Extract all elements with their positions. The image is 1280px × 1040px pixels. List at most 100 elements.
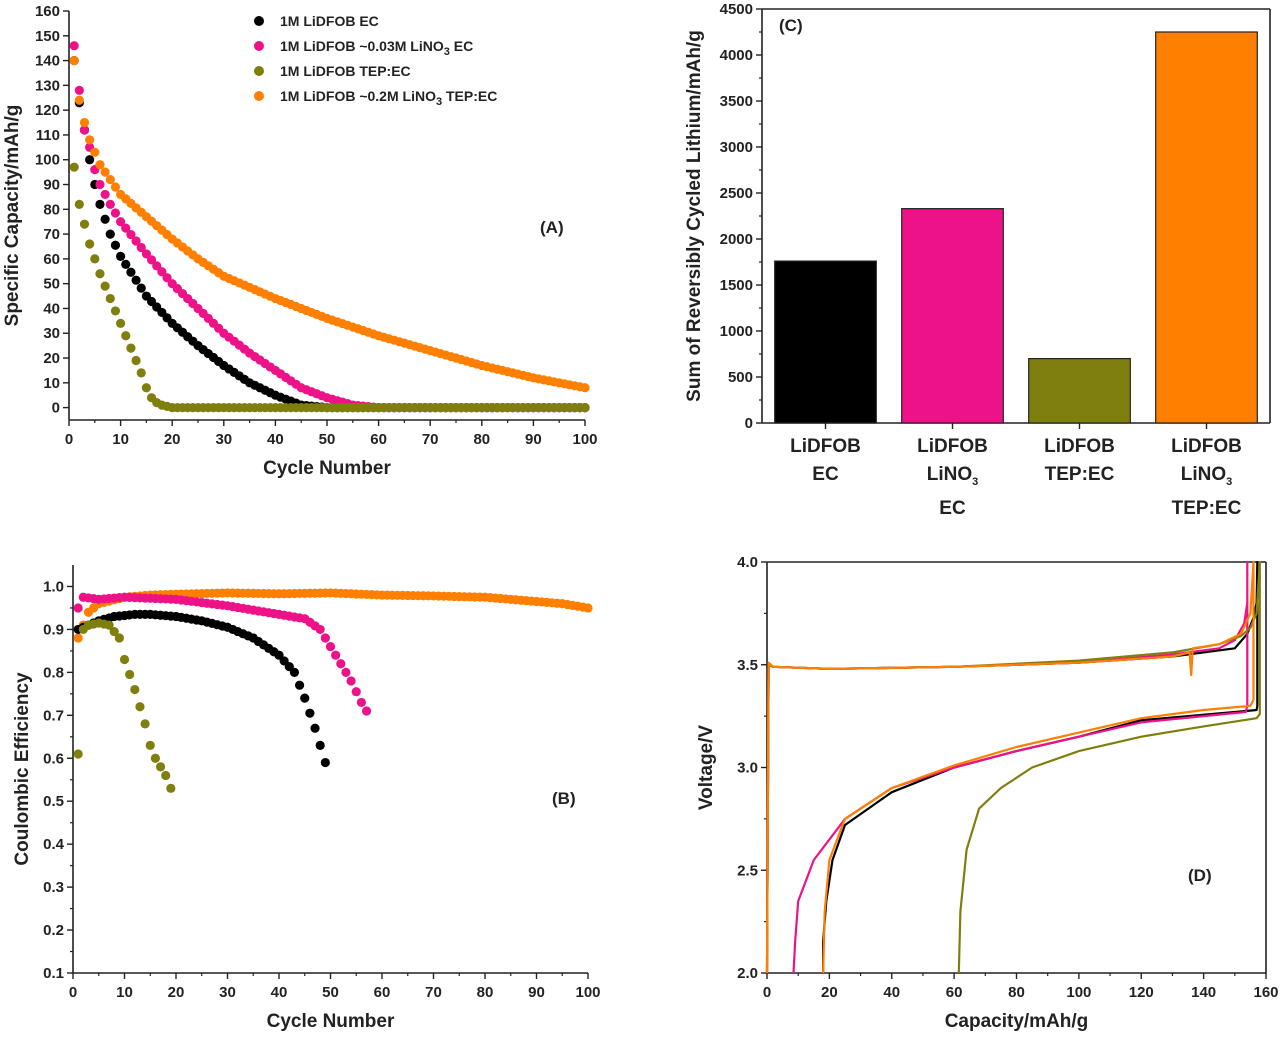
data-point (105, 199, 115, 209)
x-tick-label: 40 (883, 984, 900, 1001)
x-tick-label: 50 (319, 431, 336, 448)
data-point (580, 403, 590, 413)
data-point (325, 642, 336, 652)
y-tick-label: 0.7 (43, 707, 64, 724)
panel-label: (C) (779, 16, 803, 35)
legend-marker (254, 91, 264, 101)
data-point (73, 603, 83, 613)
data-point (110, 306, 121, 316)
data-point (580, 383, 590, 393)
data-point (152, 261, 162, 271)
y-tick-label: 60 (43, 251, 60, 268)
data-point (351, 687, 361, 697)
y-tick-label: 20 (43, 350, 60, 367)
data-point (105, 293, 115, 304)
series-black (69, 55, 590, 413)
data-point (126, 343, 136, 353)
data-point (150, 753, 160, 763)
category-label-line2: TEP:EC (1045, 464, 1115, 485)
x-tick-label: 90 (528, 984, 545, 1001)
category-label-line1: LiDFOB (1171, 436, 1242, 457)
data-point (131, 355, 141, 366)
bar (901, 208, 1004, 424)
y-tick-label: 10 (43, 375, 60, 392)
y-tick-label: 150 (35, 28, 60, 45)
data-point (104, 620, 114, 630)
bar (1028, 358, 1131, 424)
axes-frame: 0102030405060708090100110120130140150160… (2, 3, 598, 479)
x-tick-label: 60 (946, 984, 963, 1001)
data-point (361, 706, 372, 716)
y-axis-title: Sum of Reversibly Cycled Lithium/mAh/g (684, 30, 705, 402)
y-axis-title: Specific Capacity/mAh/g (2, 105, 23, 327)
data-point (100, 167, 110, 177)
data-point (131, 236, 141, 246)
y-tick-label: 50 (43, 276, 60, 293)
data-point (85, 239, 95, 249)
axes-frame: 0.1 0.2 0.3 0.4 0.5 0.6 0.7 0.8 0.9 1.0 0 10 20 30 40 5… (12, 565, 601, 1032)
data-point (95, 269, 105, 279)
data-point (136, 242, 146, 253)
x-tick-label: 80 (473, 431, 490, 448)
series-pink (73, 592, 372, 716)
y-tick-label: 3.0 (737, 760, 758, 777)
y-tick-label: 160 (35, 3, 60, 20)
x-tick-label: 80 (477, 984, 494, 1001)
data-point (289, 667, 300, 677)
data-point (110, 208, 121, 218)
x-tick-label: 20 (164, 431, 181, 448)
data-point (73, 749, 83, 759)
data-point (100, 214, 110, 224)
axes-frame: 2.0 2.5 3.0 3.5 4.0 0 20 40 60 80 100 120 140 160 Capa… (696, 554, 1279, 1032)
x-axis-title: Cycle Number (267, 1011, 395, 1032)
data-point (100, 281, 110, 291)
legend: 1M LiDFOB EC 1M LiDFOB ~0.03M LiNO3 EC 1M … (254, 13, 497, 108)
legend-marker (254, 41, 264, 51)
y-axis-title: Coulombic Efficiency (12, 672, 33, 866)
y-tick-label: 80 (43, 201, 60, 218)
data-point (121, 223, 131, 233)
series-line-olive (765, 560, 1261, 974)
data-point (69, 41, 79, 51)
data-point (331, 650, 341, 660)
data-point (141, 383, 151, 393)
legend-label: 1M LiDFOB ~0.2M LiNO3 TEP:EC (280, 88, 497, 108)
data-point (79, 219, 90, 229)
data-point (346, 676, 356, 686)
x-tick-label: 0 (69, 984, 77, 1001)
data-point (69, 162, 79, 172)
x-tick-label: 120 (1129, 984, 1154, 1001)
x-tick-label: 100 (572, 431, 597, 448)
panel-d-voltage-profiles: 2.0 2.5 3.0 3.5 4.0 0 20 40 60 80 100 120 140 160 Capa… (696, 554, 1279, 1032)
data-point (162, 273, 172, 283)
bar-group: LiDFOB TEP:EC (1028, 358, 1131, 485)
data-point (74, 85, 84, 95)
data-point (295, 680, 305, 690)
y-tick-label: 0.2 (43, 922, 64, 939)
data-point (161, 770, 171, 781)
data-point (95, 199, 105, 209)
panel-c-cumulative-lithium-bars: 0 500 1000 1500 2000 2500 3000 3500 4000 4500 Sum … (684, 1, 1271, 519)
y-tick-label: 30 (43, 325, 60, 342)
data-point (141, 249, 151, 259)
category-label-line1: LiDFOB (917, 436, 988, 457)
y-tick-label: 120 (35, 102, 60, 119)
data-point (90, 254, 100, 264)
data-point (136, 283, 146, 293)
legend-label: 1M LiDFOB TEP:EC (280, 63, 411, 79)
series-orange (69, 55, 590, 393)
category-label-line3: EC (939, 498, 966, 519)
y-tick-label: 4000 (720, 47, 753, 64)
data-point (135, 702, 145, 712)
data-point (320, 757, 330, 768)
bar-group: LiDFOB EC (774, 260, 877, 485)
series-line-pink (765, 560, 1249, 974)
legend-label: 1M LiDFOB EC (280, 13, 379, 29)
y-tick-label: 130 (35, 77, 60, 94)
category-label-line3: TEP:EC (1172, 498, 1242, 519)
panel-a-capacity-vs-cycle: 0102030405060708090100110120130140150160… (2, 3, 598, 479)
legend-label: 1M LiDFOB ~0.03M LiNO3 EC (280, 38, 473, 58)
data-point (157, 267, 167, 277)
x-tick-label: 30 (219, 984, 236, 1001)
data-point (73, 633, 83, 643)
